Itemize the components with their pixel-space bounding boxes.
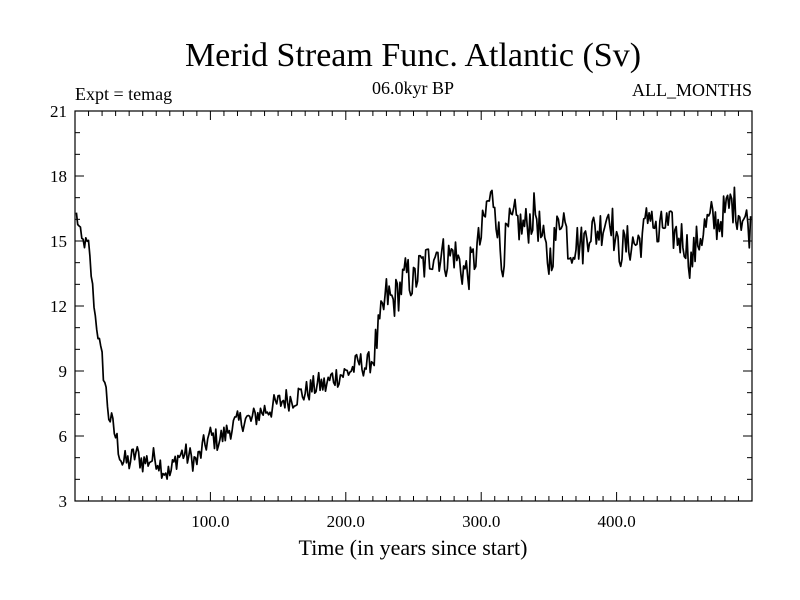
chart-title: Merid Stream Func. Atlantic (Sv) [185, 37, 641, 74]
y-tick-label: 12 [50, 297, 67, 316]
y-tick-label: 3 [59, 492, 68, 511]
y-tick-label: 18 [50, 167, 67, 186]
x-tick-label: 400.0 [597, 512, 635, 531]
chart-subtitle: 06.0kyr BP [372, 78, 454, 98]
y-tick-label: 9 [59, 362, 68, 381]
series-layer [75, 186, 752, 480]
months-label: ALL_MONTHS [632, 80, 752, 100]
x-axis: 100.0 200.0 300.0 400.0 [88, 111, 739, 531]
y-tick-label: 6 [59, 427, 68, 446]
x-tick-label: 100.0 [191, 512, 229, 531]
x-tick-label: 200.0 [327, 512, 365, 531]
y-tick-label: 21 [50, 102, 67, 121]
x-axis-label: Time (in years since start) [299, 535, 528, 560]
series-line [75, 186, 752, 480]
x-tick-label: 300.0 [462, 512, 500, 531]
y-tick-label: 15 [50, 232, 67, 251]
y-axis: 3 6 9 12 15 18 21 [50, 102, 752, 511]
experiment-label: Expt = temag [75, 84, 172, 104]
